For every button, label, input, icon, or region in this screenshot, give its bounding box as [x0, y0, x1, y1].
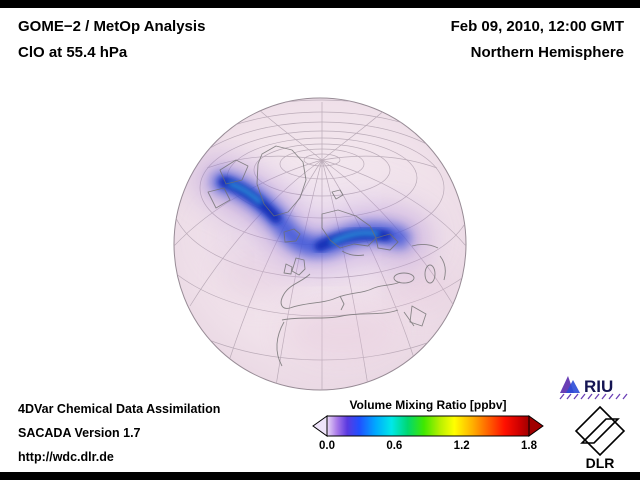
- tick-label: 0.0: [319, 440, 335, 452]
- riu-logo-svg: RIU: [559, 376, 628, 400]
- coastlines: [207, 145, 446, 367]
- tick-label: 1.8: [521, 440, 537, 452]
- tick-label: 0.6: [386, 440, 403, 452]
- tick-label: 1.2: [453, 440, 470, 452]
- date-label: Feb 09, 2010, 12:00 GMT: [450, 18, 624, 35]
- colorbar-left-arrow: [312, 415, 328, 437]
- riu-logo-text: RIU: [584, 377, 613, 396]
- colorbar-svg: [312, 415, 544, 437]
- dlr-logo-svg: DLR: [574, 405, 626, 471]
- bottom-black-bar: [0, 472, 640, 480]
- globe-svg: [173, 97, 467, 391]
- colorbar-title: Volume Mixing Ratio [ppbv]: [349, 398, 507, 412]
- globe-map: [172, 96, 468, 392]
- riu-hatch-underline: [559, 393, 628, 400]
- top-black-bar: [0, 0, 640, 8]
- plot-title: GOME−2 / MetOp Analysis: [18, 18, 206, 35]
- dlr-logo: DLR: [568, 405, 632, 471]
- plot-subtitle: ClO at 55.4 hPa: [18, 44, 128, 61]
- colorbar-right-arrow: [528, 415, 544, 437]
- colorbar: [312, 415, 544, 437]
- title-block: GOME−2 / MetOp Analysis ClO at 55.4 hPa: [18, 14, 205, 66]
- date-block: Feb 09, 2010, 12:00 GMT Northern Hemisph…: [451, 14, 624, 66]
- dlr-emblem-icon: [574, 405, 626, 457]
- footer-line-url: http://wdc.dlr.de: [18, 450, 114, 464]
- footer-line-version: SACADA Version 1.7: [18, 426, 141, 440]
- colorbar-ticks: 0.0 0.6 1.2 1.8: [319, 440, 537, 454]
- riu-logo: RIU: [556, 371, 632, 402]
- riu-mark-icon: [566, 380, 580, 393]
- dlr-logo-text: DLR: [586, 455, 615, 471]
- hemisphere-label: Northern Hemisphere: [470, 44, 624, 61]
- footer-line-assimilation: 4DVar Chemical Data Assimilation: [18, 402, 221, 416]
- dlr-swoosh-icon: [580, 418, 620, 444]
- colorbar-gradient: [326, 415, 530, 437]
